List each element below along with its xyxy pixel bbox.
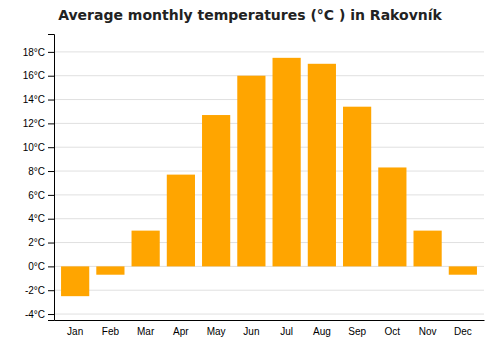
- grid-line: [54, 123, 484, 124]
- x-tick: Jan: [67, 326, 83, 337]
- y-tick: 2°C: [28, 237, 54, 248]
- bar: [202, 115, 230, 266]
- y-tick-mark: [48, 171, 54, 172]
- y-tick-mark: [48, 147, 54, 148]
- bar: [308, 64, 336, 267]
- y-tick-label: -2°C: [25, 285, 45, 296]
- y-tick-label: 10°C: [23, 142, 45, 153]
- bars: [61, 58, 477, 296]
- bar: [132, 231, 160, 267]
- grid-line: [54, 194, 484, 195]
- y-tick-mark: [48, 195, 54, 196]
- bar: [167, 175, 195, 267]
- y-tick-label: 0°C: [28, 261, 45, 272]
- grid-line: [54, 314, 484, 315]
- x-tick: Oct: [385, 326, 401, 337]
- x-tick-label: Mar: [137, 326, 155, 337]
- x-tick-label: Apr: [173, 326, 189, 337]
- y-tick-label: -4°C: [25, 309, 45, 320]
- y-tick-label: 18°C: [23, 47, 45, 58]
- y-tick: 10°C: [23, 142, 54, 153]
- x-tick: Nov: [419, 326, 437, 337]
- x-tick: Jun: [243, 326, 259, 337]
- y-tick-mark: [48, 219, 54, 220]
- y-tick-mark: [48, 123, 54, 124]
- bar: [61, 266, 89, 296]
- x-tick-label: Aug: [313, 326, 331, 337]
- x-tick-label: Jan: [67, 326, 83, 337]
- y-tick: 6°C: [28, 190, 54, 201]
- x-tick-label: Feb: [102, 326, 120, 337]
- x-tick: Aug: [313, 326, 331, 337]
- x-tick: Mar: [137, 326, 155, 337]
- x-tick-label: Sep: [348, 326, 366, 337]
- x-tick-label: May: [207, 326, 226, 337]
- y-tick: 18°C: [23, 47, 54, 58]
- bar: [237, 76, 265, 267]
- y-tick: 14°C: [23, 94, 54, 105]
- grid-line: [54, 290, 484, 291]
- y-tick-mark: [48, 52, 54, 53]
- bar: [414, 231, 442, 267]
- y-tick: -2°C: [25, 285, 54, 296]
- bar: [273, 58, 301, 267]
- y-tick-label: 16°C: [23, 70, 45, 81]
- grid-line: [54, 218, 484, 219]
- grid-line: [54, 75, 484, 76]
- y-axis: -4°C -2°C 0°C 2°C 4°C 6°C 8°C 10°C 12°C 14°C 16°C 1…: [23, 35, 55, 321]
- grid-line: [54, 99, 484, 100]
- x-tick-label: Oct: [385, 326, 401, 337]
- x-tick: Sep: [348, 326, 366, 337]
- x-tick: Dec: [454, 326, 472, 337]
- chart: -4°C -2°C 0°C 2°C 4°C 6°C 8°C 10°C 12°C 14°C 16°C 1…: [0, 0, 500, 350]
- y-tick-mark: [48, 100, 54, 101]
- y-tick-mark: [48, 290, 54, 291]
- x-tick-label: Nov: [419, 326, 437, 337]
- y-tick: 0°C: [28, 261, 54, 272]
- x-tick: Apr: [173, 326, 189, 337]
- y-tick: 8°C: [28, 166, 54, 177]
- bar: [343, 107, 371, 267]
- title: Average monthly temperatures (°C ) in Ra…: [58, 7, 442, 23]
- y-tick: 4°C: [28, 213, 54, 224]
- x-tick-label: Jun: [243, 326, 259, 337]
- y-tick-label: 6°C: [28, 190, 45, 201]
- x-tick: May: [207, 326, 226, 337]
- y-tick: 16°C: [23, 70, 54, 81]
- y-tick: -4°C: [25, 309, 54, 320]
- x-tick-label: Jul: [280, 326, 293, 337]
- bar: [96, 266, 124, 274]
- y-tick-label: 8°C: [28, 166, 45, 177]
- x-tick: Jul: [280, 326, 293, 337]
- y-tick-mark: [48, 266, 54, 267]
- x-tick: Feb: [102, 326, 120, 337]
- plot: -4°C -2°C 0°C 2°C 4°C 6°C 8°C 10°C 12°C 14°C 16°C 1…: [23, 35, 485, 338]
- y-tick-label: 12°C: [23, 118, 45, 129]
- y-tick-mark: [48, 314, 54, 315]
- bar: [378, 167, 406, 266]
- x-axis: Jan Feb Mar Apr May Jun Jul Aug Sep Oct Nov Dec: [55, 321, 485, 338]
- grid-line: [54, 51, 484, 52]
- grid-line: [54, 147, 484, 148]
- grid: [54, 52, 484, 314]
- y-tick: 12°C: [23, 118, 54, 129]
- y-tick-mark: [48, 243, 54, 244]
- x-tick-label: Dec: [454, 326, 472, 337]
- y-tick-label: 14°C: [23, 94, 45, 105]
- y-axis-line: [48, 35, 55, 321]
- y-tick-label: 2°C: [28, 237, 45, 248]
- y-tick-mark: [48, 76, 54, 77]
- bar: [449, 266, 477, 274]
- x-axis-line: [55, 320, 485, 321]
- y-tick-label: 4°C: [28, 213, 45, 224]
- grid-line: [54, 171, 484, 172]
